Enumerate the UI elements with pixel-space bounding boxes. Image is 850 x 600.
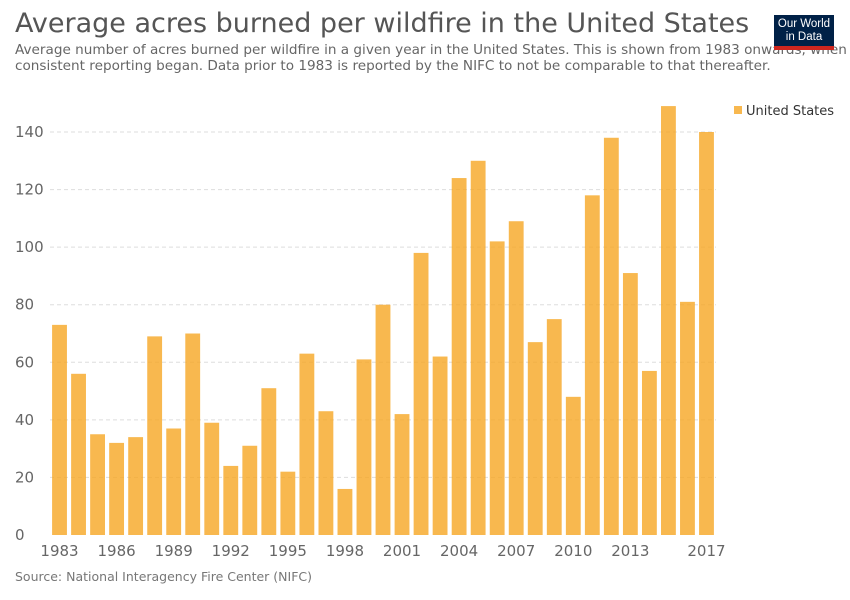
bar-2016[interactable] (680, 301, 695, 535)
bar-1988[interactable] (147, 336, 163, 535)
y-tick-label-0: 0 (15, 526, 25, 544)
owid-logo[interactable]: Our World in Data (774, 15, 834, 50)
bar-2003[interactable] (432, 356, 448, 535)
bar-2008[interactable] (527, 342, 543, 535)
bar-1994[interactable] (261, 388, 277, 535)
x-tick-label-1986: 1986 (98, 542, 136, 560)
bar-1984[interactable] (71, 373, 86, 535)
source-note: Source: National Interagency Fire Center… (15, 569, 313, 584)
bar-1991[interactable] (204, 422, 220, 535)
y-tick-label-80: 80 (15, 296, 34, 314)
bar-1987[interactable] (128, 437, 144, 535)
bar-2002[interactable] (413, 252, 429, 535)
bar-1989[interactable] (166, 428, 182, 535)
bar-1990[interactable] (185, 333, 201, 536)
x-tick-label-2010: 2010 (554, 542, 592, 560)
bar-2006[interactable] (489, 241, 505, 535)
x-tick-label-1989: 1989 (155, 542, 193, 560)
x-tick-label-2004: 2004 (440, 542, 478, 560)
logo-line-2: in Data (785, 31, 823, 43)
bar-1993[interactable] (242, 445, 258, 535)
y-tick-label-100: 100 (15, 238, 44, 256)
x-tick-label-1992: 1992 (212, 542, 250, 560)
bar-1986[interactable] (109, 442, 125, 535)
bar-2010[interactable] (565, 396, 581, 535)
y-tick-label-140: 140 (15, 123, 44, 141)
x-tick-label-1995: 1995 (269, 542, 307, 560)
bar-1983[interactable] (52, 324, 67, 535)
x-tick-label-1983: 1983 (40, 542, 78, 560)
bar-2009[interactable] (546, 319, 562, 535)
bar-2004[interactable] (451, 178, 467, 536)
bar-2000[interactable] (375, 304, 391, 535)
chart-subtitle: Average number of acres burned per wildf… (15, 42, 847, 74)
bar-2014[interactable] (641, 370, 657, 535)
logo-accent-bar (774, 46, 834, 50)
x-tick-label-2001: 2001 (383, 542, 421, 560)
y-tick-label-20: 20 (15, 468, 34, 486)
y-tick-label-120: 120 (15, 181, 44, 199)
bar-1992[interactable] (223, 465, 239, 535)
bar-1999[interactable] (356, 359, 372, 535)
x-tick-label-2017: 2017 (687, 542, 725, 560)
legend-label: United States (746, 104, 835, 119)
bar-1995[interactable] (280, 471, 296, 535)
legend-swatch (734, 106, 742, 114)
bar-2015[interactable] (661, 106, 676, 535)
logo-line-1: Our World (777, 18, 831, 30)
bar-2012[interactable] (603, 137, 619, 535)
bar-2011[interactable] (584, 195, 600, 536)
chart-title: Average acres burned per wildfire in the… (15, 8, 750, 39)
y-tick-label-40: 40 (15, 411, 34, 429)
bar-1997[interactable] (318, 411, 334, 535)
bar-1998[interactable] (337, 488, 353, 535)
y-tick-label-60: 60 (15, 353, 34, 371)
x-tick-label-2013: 2013 (611, 542, 649, 560)
bar-1985[interactable] (90, 434, 105, 535)
bar-2017[interactable] (699, 132, 714, 535)
legend[interactable]: United States (734, 104, 834, 119)
bar-2007[interactable] (508, 221, 524, 535)
bar-2005[interactable] (470, 160, 486, 536)
bar-2013[interactable] (622, 273, 638, 535)
x-tick-label-1998: 1998 (326, 542, 364, 560)
bar-1996[interactable] (299, 353, 315, 535)
bar-2001[interactable] (394, 414, 410, 535)
x-tick-label-2007: 2007 (497, 542, 535, 560)
